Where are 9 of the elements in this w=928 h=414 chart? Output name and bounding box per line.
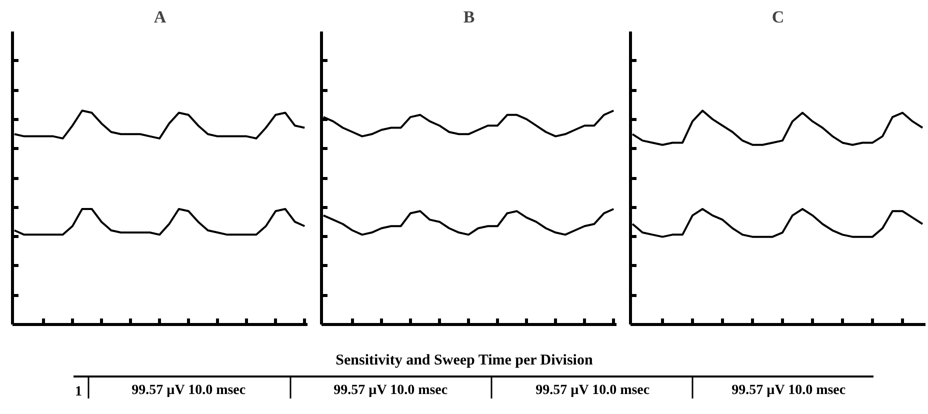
chart-title: A [154, 8, 167, 26]
text: Sensitivity and Sweep Time per Division [336, 352, 594, 368]
text: 99.57 µV 10.0 msec [732, 383, 846, 398]
chart-title: B [463, 8, 475, 26]
text: 99.57 µV 10.0 msec [536, 383, 650, 398]
text: 1 [75, 384, 82, 400]
chart-title: C [772, 8, 784, 26]
text: 99.57 µV 10.0 msec [334, 383, 448, 398]
text: 99.57 µV 10.0 msec [132, 383, 246, 398]
